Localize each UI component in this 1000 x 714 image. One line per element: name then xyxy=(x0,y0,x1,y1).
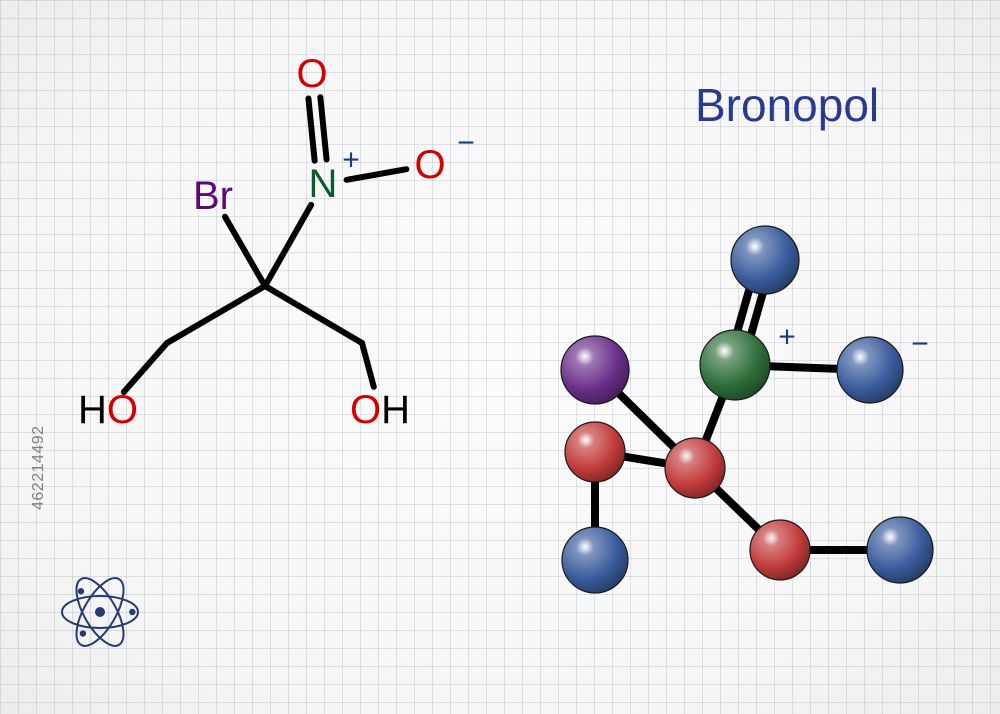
svg-text:HO: HO xyxy=(78,388,138,432)
atom-icon xyxy=(50,562,150,662)
ball-and-stick-model: +− xyxy=(540,220,980,640)
svg-text:OH: OH xyxy=(350,388,410,432)
svg-text:−: − xyxy=(911,328,929,361)
svg-text:+: + xyxy=(778,321,796,354)
structural-formula: OO−N+BrHOOH xyxy=(0,0,520,470)
svg-text:O: O xyxy=(414,143,445,187)
svg-text:+: + xyxy=(342,144,360,177)
svg-text:Br: Br xyxy=(193,174,233,218)
svg-text:N: N xyxy=(309,162,338,206)
svg-text:O: O xyxy=(296,52,327,96)
compound-title: Bronopol xyxy=(695,78,879,132)
svg-text:−: − xyxy=(457,127,475,160)
